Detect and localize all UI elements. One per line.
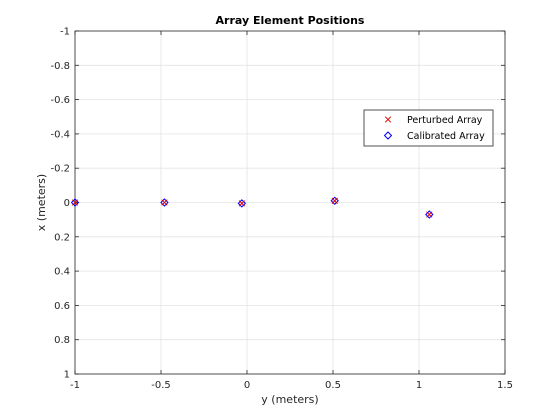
calibrated-point [160,198,169,207]
y-tick-label: 0 [64,198,70,209]
perturbed-point [238,200,245,207]
x-tick-label: 1 [416,380,422,391]
y-tick-label: 0.6 [54,301,70,312]
calibrated-point [237,199,247,208]
legend-perturbed-x-icon [384,116,392,123]
perturbed-point [71,199,79,206]
perturbed-point [331,197,338,204]
y-tick-label: -0.4 [50,129,70,140]
chart-title: Array Element Positions [216,14,365,27]
legend-marker-calibrated [383,131,393,140]
x-axis-label: y (meters) [261,393,318,406]
y-tick-label: -1 [60,27,70,38]
y-tick-label: -0.8 [50,61,70,72]
marker-stroke [331,197,338,204]
legend-marker-perturbed [384,116,392,123]
x-tick-label: -0.5 [151,380,171,391]
x-tick-label: -1 [70,380,80,391]
calibrated-point [330,196,339,205]
y-axis-label: x (meters) [35,174,48,231]
y-tick-label: 0.8 [54,335,70,346]
y-tick-label: -0.2 [50,164,70,175]
x-tick-label: 0.5 [325,380,341,391]
marker-stroke [426,211,433,218]
legend: Perturbed Array Calibrated Array [363,109,494,147]
legend-calibrated-diamond-icon [383,131,393,140]
marker-stroke [384,116,392,123]
y-tick-label: -0.6 [50,95,70,106]
perturbed-point [161,199,168,206]
marker-stroke [161,199,168,206]
x-tick-label: 1.5 [497,380,513,391]
data-points [70,196,434,219]
legend-label-calibrated: Calibrated Array [407,131,485,142]
x-tick-label: 0 [244,380,250,391]
marker-stroke [238,200,245,207]
y-tick-label: 1 [64,370,70,381]
perturbed-point [426,211,433,218]
y-tick-label: 0.2 [54,232,70,243]
tick-labels: -1 -0.5 0 0.5 1 1.5 -1 -0.8 -0.6 -0.4 -0.2 0 0.2 0.4 0… [50,27,512,392]
legend-box [363,109,494,147]
marker-stroke [71,199,79,206]
calibrated-point [70,198,80,207]
y-tick-label: 0.4 [54,267,70,278]
calibrated-point [425,210,434,219]
legend-label-perturbed: Perturbed Array [407,115,483,126]
